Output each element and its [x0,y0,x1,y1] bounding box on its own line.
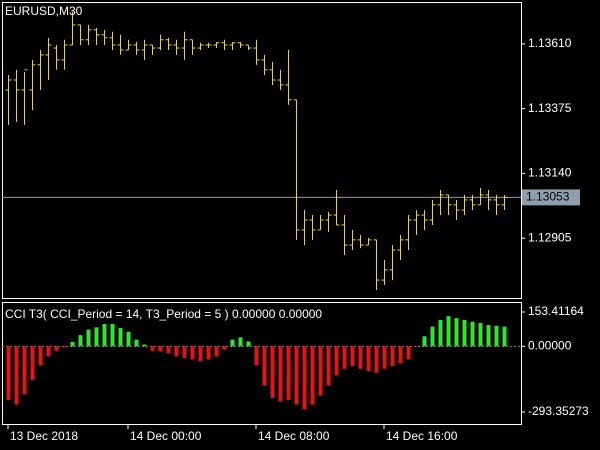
histogram-bar [270,346,275,398]
histogram-bar [454,318,459,347]
histogram-bar [166,346,171,354]
histogram-bar [134,339,139,347]
histogram-bar [342,346,347,369]
histogram-bar [94,327,99,347]
histogram-bar [478,322,483,347]
histogram-bar [22,346,27,395]
y-tick-label: 0.00000 [528,339,572,353]
x-tick-label: 14 Dec 08:00 [258,429,330,443]
histogram-bar [230,339,235,347]
indicator-title: CCI T3( CCI_Period = 14, T3_Period = 5 )… [5,307,322,321]
histogram-bar [358,346,363,369]
histogram-bar [110,323,115,347]
histogram-bar [398,346,403,364]
histogram-bar [198,346,203,361]
histogram-bar [142,344,147,347]
histogram-bar [150,346,155,351]
histogram-bar [30,346,35,380]
histogram-bar [214,346,219,357]
histogram-bar [86,329,91,347]
histogram-bar [238,337,243,347]
histogram-bar [54,346,59,351]
histogram-bar [254,346,259,366]
histogram-bar [318,346,323,396]
histogram-bar [446,316,451,347]
y-tick-label: -293.35273 [528,404,589,418]
histogram-bar [126,331,131,347]
histogram-bar [174,346,179,357]
y-tick-label: 1.13375 [528,101,572,115]
current-price-box [522,189,580,206]
histogram-bar [366,346,371,371]
histogram-bar [406,346,411,360]
y-tick-label: 1.13140 [528,166,572,180]
histogram-bar [38,346,43,366]
histogram-bar [334,346,339,376]
histogram-bar [78,335,83,347]
histogram-bar [46,346,51,357]
histogram-bar [430,326,435,347]
histogram-bar [374,346,379,373]
price-pane-frame [2,2,522,299]
histogram-bar [14,346,19,405]
histogram-bar [182,346,187,358]
histogram-bar [310,346,315,405]
histogram-bar [262,346,267,386]
histogram-bar [6,346,11,401]
histogram-bar [302,346,307,410]
current-price-label: 1.13053 [526,190,570,204]
histogram-bar [350,346,355,367]
histogram-bar [246,341,251,347]
histogram-bar [206,346,211,360]
histogram-bar [494,325,499,347]
y-tick-label: 153.41164 [528,304,584,318]
histogram-bar [438,319,443,347]
histogram-bar [62,346,67,348]
indicator-pane-frame [2,302,522,425]
histogram-bar [502,326,507,347]
histogram-bar [102,323,107,347]
histogram-bar [422,336,427,347]
histogram-bar [470,321,475,347]
y-tick-label: 1.12905 [528,230,572,244]
histogram-bar [190,346,195,360]
histogram-bar [158,346,163,352]
histogram-bar [390,346,395,367]
histogram-bar [326,346,331,386]
histogram-bar [294,346,299,405]
histogram-bar [278,346,283,402]
histogram-bar [286,346,291,401]
x-tick-label: 14 Dec 00:00 [130,429,202,443]
chart-title: EURUSD,M30 [5,4,83,18]
histogram-bar [382,346,387,369]
histogram-bar [462,319,467,347]
histogram-bar [222,346,227,350]
y-tick-label: 1.13610 [528,36,572,50]
x-tick-label: 13 Dec 2018 [10,429,78,443]
x-tick-label: 14 Dec 16:00 [386,429,458,443]
histogram-bar [486,325,491,347]
histogram-bar [118,327,123,347]
histogram-bar [70,341,75,347]
